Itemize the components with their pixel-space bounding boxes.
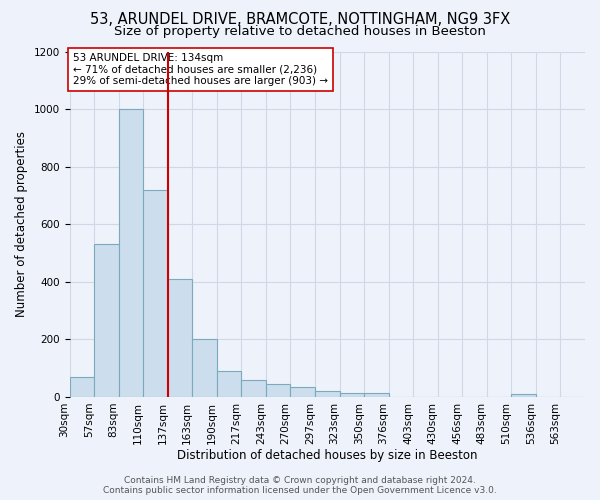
X-axis label: Distribution of detached houses by size in Beeston: Distribution of detached houses by size … bbox=[177, 450, 478, 462]
Text: 53, ARUNDEL DRIVE, BRAMCOTE, NOTTINGHAM, NG9 3FX: 53, ARUNDEL DRIVE, BRAMCOTE, NOTTINGHAM,… bbox=[90, 12, 510, 28]
Text: Size of property relative to detached houses in Beeston: Size of property relative to detached ho… bbox=[114, 25, 486, 38]
Bar bbox=[119, 109, 143, 397]
Bar bbox=[143, 190, 168, 397]
Text: Contains HM Land Registry data © Crown copyright and database right 2024.
Contai: Contains HM Land Registry data © Crown c… bbox=[103, 476, 497, 495]
Bar bbox=[70, 377, 94, 397]
Bar bbox=[340, 392, 364, 397]
Text: 53 ARUNDEL DRIVE: 134sqm
← 71% of detached houses are smaller (2,236)
29% of sem: 53 ARUNDEL DRIVE: 134sqm ← 71% of detach… bbox=[73, 53, 328, 86]
Bar bbox=[511, 394, 536, 397]
Bar bbox=[94, 244, 119, 397]
Bar bbox=[217, 371, 241, 397]
Bar bbox=[364, 392, 389, 397]
Bar bbox=[290, 387, 315, 397]
Bar bbox=[315, 391, 340, 397]
Bar bbox=[241, 380, 266, 397]
Y-axis label: Number of detached properties: Number of detached properties bbox=[15, 131, 28, 317]
Bar bbox=[168, 279, 192, 397]
Bar bbox=[266, 384, 290, 397]
Bar bbox=[192, 340, 217, 397]
